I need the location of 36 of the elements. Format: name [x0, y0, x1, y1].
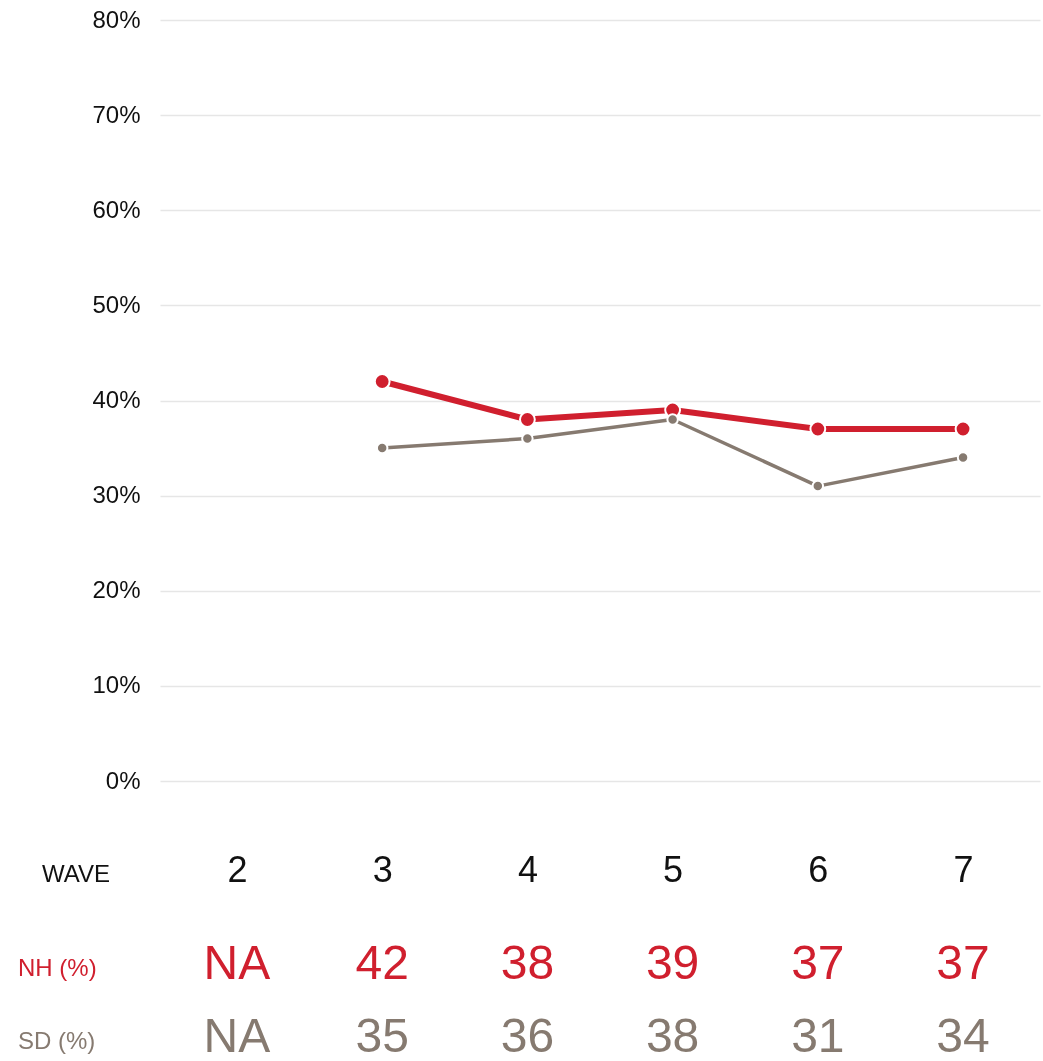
text: SD (%) [18, 1027, 96, 1054]
data-label: 42 [355, 936, 409, 989]
point [811, 479, 825, 493]
point [956, 451, 970, 464]
y-tick-label: 20% [92, 576, 141, 604]
y-tick-label: 60% [92, 195, 141, 223]
data-label: 38 [645, 1009, 700, 1061]
text: NA [203, 936, 271, 989]
x-tick-label: 2 [227, 848, 248, 890]
data-label: 36 [500, 1009, 555, 1061]
data-label: 39 [645, 936, 700, 989]
data-label: 35 [355, 1009, 409, 1061]
y-tick-label: 0% [105, 766, 141, 794]
point [954, 420, 972, 438]
point [373, 373, 391, 390]
y-tick-label: 70% [92, 100, 141, 128]
text: NA [203, 1009, 271, 1061]
x-tick-label: 6 [808, 848, 829, 890]
data-label: 31 [791, 1009, 845, 1061]
x-tick-label: 3 [372, 848, 393, 890]
y-tick-label: 50% [92, 290, 141, 318]
point [809, 420, 827, 438]
x-tick-label: 5 [663, 848, 684, 890]
text: NH (%) [18, 954, 97, 981]
x-axis-title: WAVE [42, 860, 111, 887]
point [518, 411, 536, 428]
y-tick-label: 40% [92, 386, 141, 413]
x-tick-label: 4 [517, 848, 538, 890]
y-tick-label: 10% [92, 671, 141, 699]
x-tick-label: 7 [953, 848, 974, 890]
data-label: 37 [791, 936, 845, 989]
data-label: 37 [936, 936, 990, 989]
data-label: 38 [500, 936, 555, 989]
y-tick-label: 80% [92, 5, 141, 33]
data-label: 34 [936, 1009, 990, 1061]
y-tick-label: 30% [92, 481, 141, 509]
